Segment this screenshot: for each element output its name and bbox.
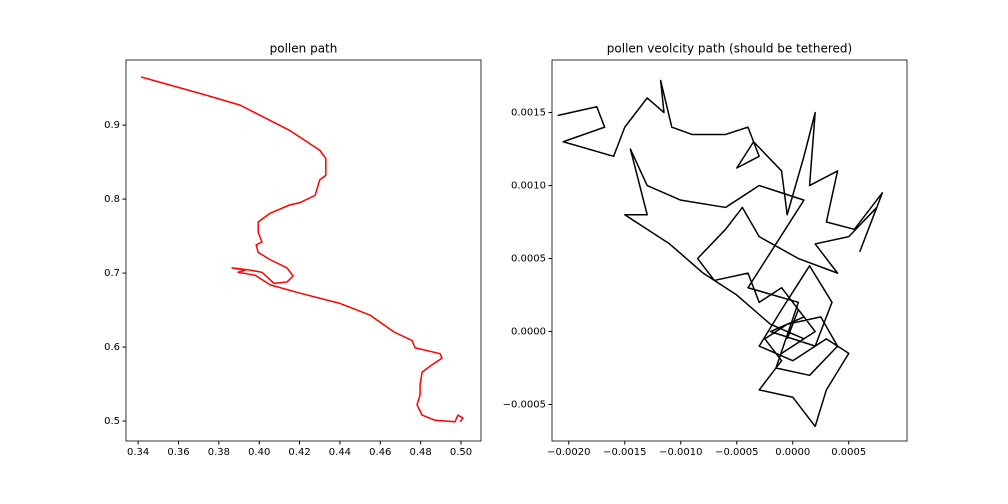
x-tick-label: −0.0015: [603, 447, 646, 458]
x-tick-label: 0.46: [369, 447, 391, 458]
x-tick-label: 0.40: [248, 447, 270, 458]
y-tick-label: 0.9: [104, 120, 120, 131]
y-tick-label: 0.7: [104, 268, 120, 279]
x-tick-label: 0.50: [450, 447, 472, 458]
plot-frame: [125, 59, 482, 442]
x-tick-label: 0.34: [127, 447, 149, 458]
y-tick-label: 0.0010: [511, 181, 546, 192]
y-tick-label: −0.0005: [503, 400, 546, 411]
y-tick-label: 0.0000: [511, 327, 546, 338]
x-tick-label: −0.0020: [547, 447, 590, 458]
y-tick-label: 0.8: [104, 194, 120, 205]
data-line: [557, 79, 884, 428]
x-tick-label: 0.0000: [775, 447, 810, 458]
chart-title: pollen path: [270, 42, 338, 56]
plot-frame: [551, 59, 908, 442]
x-tick-label: 0.44: [329, 447, 351, 458]
x-tick-label: −0.0010: [659, 447, 702, 458]
y-tick-label: 0.0005: [511, 254, 546, 265]
data-line: [140, 76, 464, 423]
x-tick-label: 0.38: [208, 447, 230, 458]
x-tick-label: 0.42: [288, 447, 310, 458]
x-tick-label: 0.0005: [831, 447, 866, 458]
x-tick-label: −0.0005: [715, 447, 758, 458]
y-tick-label: 0.6: [104, 342, 120, 353]
y-tick-label: 0.0015: [511, 108, 546, 119]
chart-title: pollen veolcity path (should be tethered…: [607, 42, 852, 56]
x-tick-label: 0.36: [167, 447, 189, 458]
y-tick-label: 0.5: [104, 416, 120, 427]
x-tick-label: 0.48: [410, 447, 432, 458]
